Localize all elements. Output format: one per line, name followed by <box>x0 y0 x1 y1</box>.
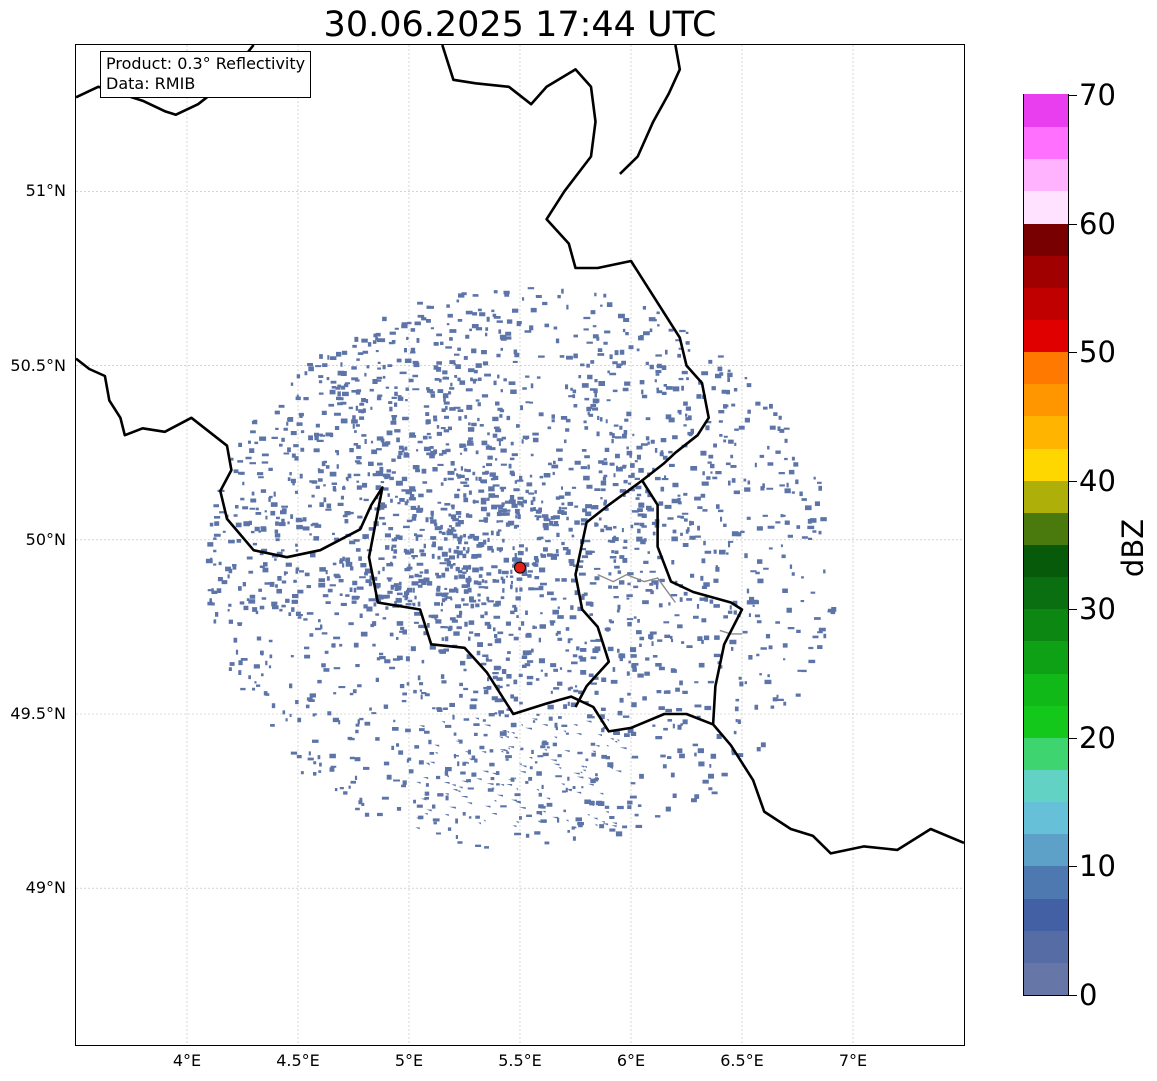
colorbar-segment <box>1024 769 1068 803</box>
latitude-tick-label: 50°N <box>25 529 66 549</box>
longitude-tick-label: 6.5°E <box>720 1051 764 1070</box>
colorbar-tick-mark <box>1069 609 1077 611</box>
colorbar-tick-label: 0 <box>1079 978 1098 1012</box>
colorbar-tick-mark <box>1069 737 1077 739</box>
country-borders <box>76 45 964 855</box>
colorbar-tick-label: 70 <box>1079 78 1116 112</box>
colorbar-tick-mark <box>1069 995 1077 996</box>
colorbar-segment <box>1024 351 1068 385</box>
colorbar-segment <box>1024 962 1068 995</box>
colorbar-segment <box>1024 512 1068 545</box>
radar-echoes <box>205 287 837 849</box>
product-label: Product: 0.3° Reflectivity <box>106 54 306 73</box>
colorbar-segment <box>1024 801 1068 835</box>
colorbar-tick-mark <box>1069 352 1077 354</box>
colorbar-tick-mark <box>1069 95 1077 96</box>
latitude-tick-label: 50.5°N <box>10 355 66 375</box>
colorbar-segment <box>1024 737 1068 770</box>
reflectivity-echo-pixels <box>205 287 837 849</box>
country-border-line <box>574 479 744 725</box>
colorbar-tick-label: 10 <box>1079 849 1116 884</box>
radar-site-marker[interactable] <box>514 561 526 574</box>
colorbar <box>1023 94 1069 996</box>
colorbar-segment <box>1024 158 1068 192</box>
longitude-tick-label: 5°E <box>394 1051 424 1070</box>
colorbar-segment <box>1024 94 1068 128</box>
country-border-line <box>76 357 964 855</box>
colorbar-segment <box>1024 704 1068 738</box>
longitude-tick-label: 6°E <box>616 1051 646 1070</box>
colorbar-segment <box>1024 640 1068 674</box>
chart-title: 30.06.2025 17:44 UTC <box>323 5 717 45</box>
colorbar-segment <box>1024 254 1068 288</box>
colorbar-segment <box>1024 190 1068 224</box>
colorbar-segment <box>1024 126 1068 160</box>
data-source-label: Data: RMIB <box>106 74 196 93</box>
latitude-tick-label: 49°N <box>25 878 66 898</box>
country-border-line <box>618 45 682 175</box>
colorbar-tick-mark <box>1069 223 1077 225</box>
river-line <box>597 573 676 603</box>
colorbar-tick-mark <box>1069 866 1077 868</box>
colorbar-segment <box>1024 608 1068 642</box>
colorbar-segment <box>1024 447 1068 481</box>
longitude-tick-label: 4.5°E <box>276 1051 320 1070</box>
colorbar-segment <box>1024 833 1068 867</box>
colorbar-segment <box>1024 672 1068 706</box>
colorbar-segment <box>1024 415 1068 449</box>
country-border-line <box>441 45 711 482</box>
colorbar-label: dBZ <box>1116 518 1150 578</box>
colorbar-segment <box>1024 479 1068 513</box>
colorbar-segment <box>1024 383 1068 417</box>
colorbar-segment <box>1024 897 1068 931</box>
colorbar-segment <box>1024 319 1068 353</box>
latitude-tick-label: 51°N <box>25 181 66 201</box>
colorbar-segment <box>1024 929 1068 963</box>
map-canvas <box>76 45 964 1045</box>
colorbar-segment <box>1024 576 1068 610</box>
colorbar-segment <box>1024 287 1068 320</box>
colorbar-tick-label: 40 <box>1079 463 1116 498</box>
colorbar-segment <box>1024 865 1068 899</box>
colorbar-tick-label: 50 <box>1079 335 1116 370</box>
product-info-box: Product: 0.3° Reflectivity Data: RMIB <box>100 51 312 98</box>
colorbar-segment <box>1024 544 1068 578</box>
colorbar-tick-label: 60 <box>1079 206 1116 241</box>
longitude-tick-label: 5.5°E <box>498 1051 542 1070</box>
map-frame[interactable] <box>75 44 965 1046</box>
longitude-tick-label: 4°E <box>172 1051 202 1070</box>
latitude-tick-label: 49.5°N <box>10 703 66 723</box>
colorbar-tick-label: 30 <box>1079 592 1116 627</box>
longitude-tick-label: 7°E <box>838 1051 868 1070</box>
colorbar-tick-mark <box>1069 480 1077 482</box>
colorbar-tick-label: 20 <box>1079 720 1116 755</box>
radar-site-layer <box>514 561 526 574</box>
colorbar-segment <box>1024 222 1068 256</box>
